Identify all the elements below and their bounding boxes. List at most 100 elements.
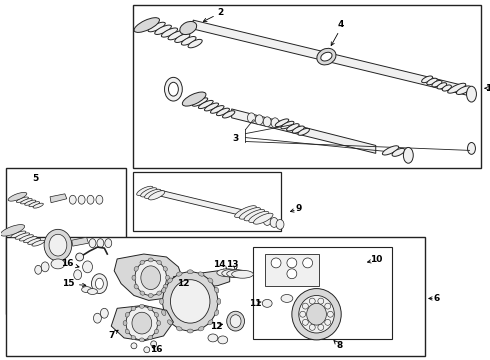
Ellipse shape <box>249 211 269 222</box>
Ellipse shape <box>24 237 37 243</box>
Circle shape <box>287 269 297 279</box>
Ellipse shape <box>392 148 405 156</box>
Ellipse shape <box>292 289 341 340</box>
Ellipse shape <box>271 118 279 128</box>
Ellipse shape <box>134 18 159 32</box>
Ellipse shape <box>208 278 213 283</box>
Ellipse shape <box>74 270 82 280</box>
Ellipse shape <box>157 260 162 265</box>
Polygon shape <box>232 109 376 153</box>
Ellipse shape <box>169 82 178 96</box>
Ellipse shape <box>135 260 167 296</box>
Ellipse shape <box>132 312 152 334</box>
Ellipse shape <box>28 238 41 244</box>
Ellipse shape <box>87 195 94 204</box>
Ellipse shape <box>176 327 182 331</box>
Ellipse shape <box>176 272 182 276</box>
Ellipse shape <box>181 36 196 45</box>
Ellipse shape <box>253 213 273 224</box>
Ellipse shape <box>298 129 310 135</box>
Ellipse shape <box>175 34 190 42</box>
Circle shape <box>325 319 331 325</box>
Ellipse shape <box>21 199 32 204</box>
Ellipse shape <box>126 306 158 340</box>
Ellipse shape <box>105 239 112 248</box>
Ellipse shape <box>467 143 475 154</box>
Ellipse shape <box>88 289 98 294</box>
Ellipse shape <box>227 311 245 331</box>
Circle shape <box>325 303 331 309</box>
Circle shape <box>327 311 333 317</box>
Text: 7: 7 <box>108 332 115 341</box>
Ellipse shape <box>78 195 85 204</box>
Ellipse shape <box>168 320 172 325</box>
Polygon shape <box>114 254 183 300</box>
Ellipse shape <box>96 278 103 289</box>
Ellipse shape <box>44 229 72 261</box>
Bar <box>265 254 319 285</box>
Ellipse shape <box>217 269 239 277</box>
Ellipse shape <box>227 270 248 278</box>
Ellipse shape <box>139 304 144 308</box>
Ellipse shape <box>82 287 92 293</box>
Ellipse shape <box>141 188 157 197</box>
Ellipse shape <box>162 287 166 293</box>
Ellipse shape <box>427 78 437 85</box>
Ellipse shape <box>139 338 144 342</box>
Ellipse shape <box>198 100 213 109</box>
Circle shape <box>309 324 315 330</box>
Text: 15: 15 <box>62 279 74 288</box>
Ellipse shape <box>171 280 210 323</box>
Ellipse shape <box>317 48 336 65</box>
Ellipse shape <box>131 306 136 311</box>
Ellipse shape <box>89 239 96 248</box>
Ellipse shape <box>134 266 138 271</box>
Ellipse shape <box>193 98 208 106</box>
Ellipse shape <box>15 233 29 239</box>
Ellipse shape <box>198 327 204 331</box>
Circle shape <box>151 341 157 347</box>
Text: 14: 14 <box>214 260 226 269</box>
Bar <box>5 168 126 314</box>
Ellipse shape <box>163 284 168 289</box>
Ellipse shape <box>270 217 278 228</box>
Text: 1: 1 <box>485 84 490 93</box>
Ellipse shape <box>20 235 33 241</box>
Ellipse shape <box>24 200 36 205</box>
Ellipse shape <box>215 287 219 293</box>
Ellipse shape <box>235 206 256 217</box>
Ellipse shape <box>281 294 293 302</box>
Text: 5: 5 <box>32 174 38 183</box>
Circle shape <box>302 303 308 309</box>
Ellipse shape <box>125 329 129 334</box>
Ellipse shape <box>131 336 136 340</box>
Bar <box>253 247 392 339</box>
Ellipse shape <box>263 117 271 127</box>
Bar <box>5 237 425 356</box>
Ellipse shape <box>123 321 127 325</box>
Ellipse shape <box>137 186 153 195</box>
Ellipse shape <box>222 111 235 118</box>
Ellipse shape <box>160 298 164 304</box>
Ellipse shape <box>163 266 168 271</box>
Bar <box>133 172 281 231</box>
Ellipse shape <box>448 83 466 93</box>
Ellipse shape <box>96 195 103 204</box>
Ellipse shape <box>255 115 263 125</box>
Ellipse shape <box>0 225 24 236</box>
Text: 16: 16 <box>150 345 163 354</box>
Ellipse shape <box>276 220 284 229</box>
Text: 3: 3 <box>232 134 239 143</box>
Text: 2: 2 <box>218 8 224 17</box>
Circle shape <box>131 343 137 349</box>
Ellipse shape <box>33 203 43 208</box>
Ellipse shape <box>140 260 145 265</box>
Ellipse shape <box>165 77 182 101</box>
Ellipse shape <box>8 192 27 201</box>
Text: 12: 12 <box>210 321 222 330</box>
Ellipse shape <box>166 275 170 280</box>
Circle shape <box>303 258 313 268</box>
Ellipse shape <box>148 258 153 262</box>
Circle shape <box>318 324 324 330</box>
Ellipse shape <box>188 39 202 48</box>
